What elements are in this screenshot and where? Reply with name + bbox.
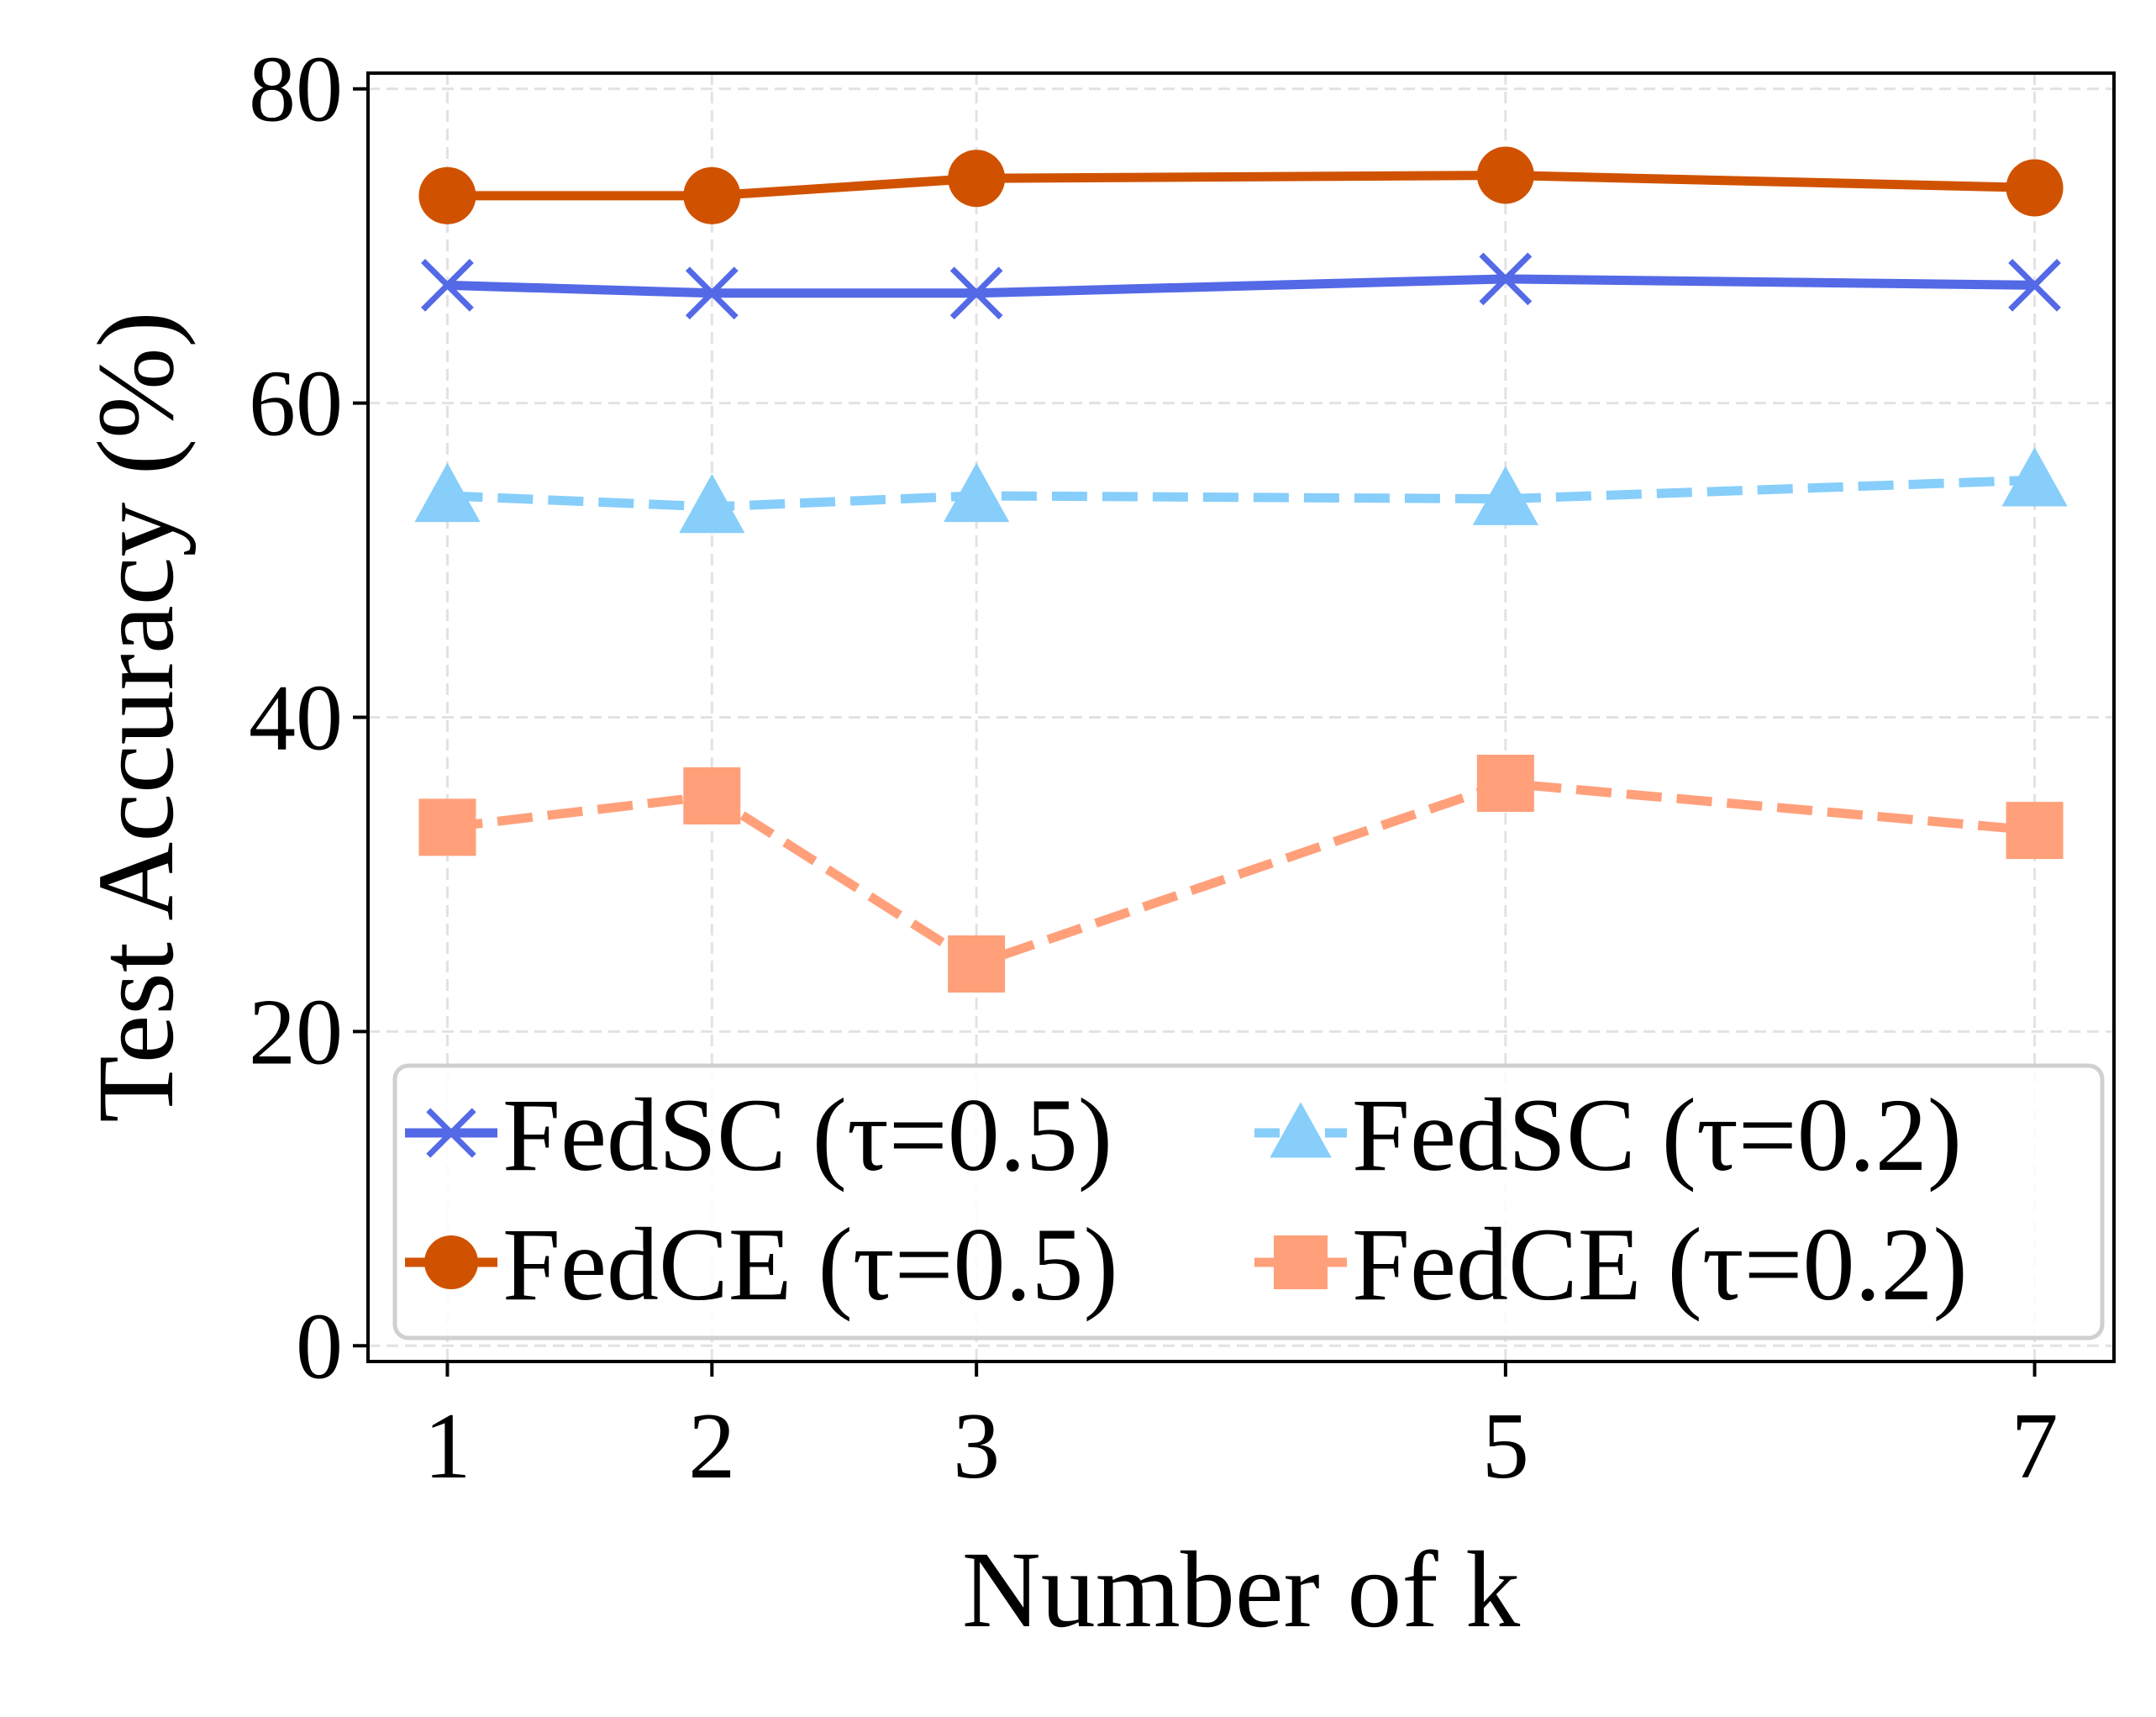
y-tick-label: 0 <box>296 1294 343 1398</box>
legend-label: FedCE (τ=0.5) <box>502 1207 1118 1322</box>
x-tick-label: 7 <box>2011 1394 2059 1498</box>
legend-marker <box>424 1235 478 1289</box>
legend-marker <box>426 1108 476 1158</box>
marker-stroke <box>685 266 739 320</box>
legend-box <box>392 1063 2105 1340</box>
data-point <box>418 798 476 856</box>
legend-label: FedSC (τ=0.2) <box>1352 1077 1962 1193</box>
y-tick-label: 60 <box>249 352 343 456</box>
legend-marker <box>1274 1235 1328 1289</box>
data-point <box>2001 447 2068 507</box>
marker-stroke <box>426 1108 476 1158</box>
data-point <box>1479 252 1533 306</box>
series-line <box>447 475 2035 512</box>
x-tick-label: 1 <box>423 1394 471 1498</box>
series-3 <box>414 447 2068 534</box>
marker-stroke <box>421 259 474 312</box>
marker-stroke <box>2008 259 2061 312</box>
data-point <box>2008 259 2061 312</box>
series-line <box>447 274 2035 298</box>
legend-label: FedCE (τ=0.2) <box>1352 1207 1968 1322</box>
data-point <box>421 259 474 312</box>
y-tick-label: 80 <box>249 38 343 142</box>
data-point <box>418 166 476 224</box>
legend-label: FedSC (τ=0.5) <box>502 1077 1112 1193</box>
axes: 1 2 3 5 7 0 20 40 60 80 <box>249 38 2059 1498</box>
data-point <box>1472 466 1538 525</box>
marker-stroke <box>949 266 1003 320</box>
data-point <box>2006 159 2064 217</box>
legend-entry: FedCE (τ=0.5) <box>405 1207 1118 1322</box>
legend-entry: FedSC (τ=0.5) <box>405 1077 1112 1193</box>
series-1 <box>421 252 2061 320</box>
data-point <box>944 462 1010 523</box>
data-point <box>949 266 1003 320</box>
y-tick-label: 20 <box>249 980 343 1084</box>
data-point <box>1476 755 1534 813</box>
data-point <box>1476 146 1534 204</box>
legend: FedSC (τ=0.5) FedCE (τ=0.5) FedSC (τ=0.2) F… <box>392 1063 2105 1340</box>
marker-stroke <box>1479 252 1533 306</box>
y-axis-label: Test Accuracy (%) <box>76 311 197 1122</box>
series-layer <box>414 146 2068 993</box>
x-tick-label: 3 <box>953 1394 1000 1498</box>
data-point <box>414 462 481 523</box>
x-axis-label: Number of k <box>962 1530 1520 1651</box>
data-point <box>948 150 1006 208</box>
data-point <box>685 266 739 320</box>
data-point <box>683 766 741 824</box>
legend-entry: FedSC (τ=0.2) <box>1254 1077 1962 1193</box>
data-point <box>2006 802 2064 860</box>
series-2 <box>418 146 2064 224</box>
data-point <box>948 935 1006 993</box>
data-point <box>683 166 741 224</box>
series-4 <box>418 755 2064 993</box>
data-point <box>679 473 745 534</box>
x-tick-label: 2 <box>688 1394 735 1498</box>
y-tick-label: 40 <box>249 666 343 771</box>
legend-marker <box>1270 1102 1332 1158</box>
x-tick-label: 5 <box>1482 1394 1529 1498</box>
legend-entry: FedCE (τ=0.2) <box>1254 1207 1968 1322</box>
